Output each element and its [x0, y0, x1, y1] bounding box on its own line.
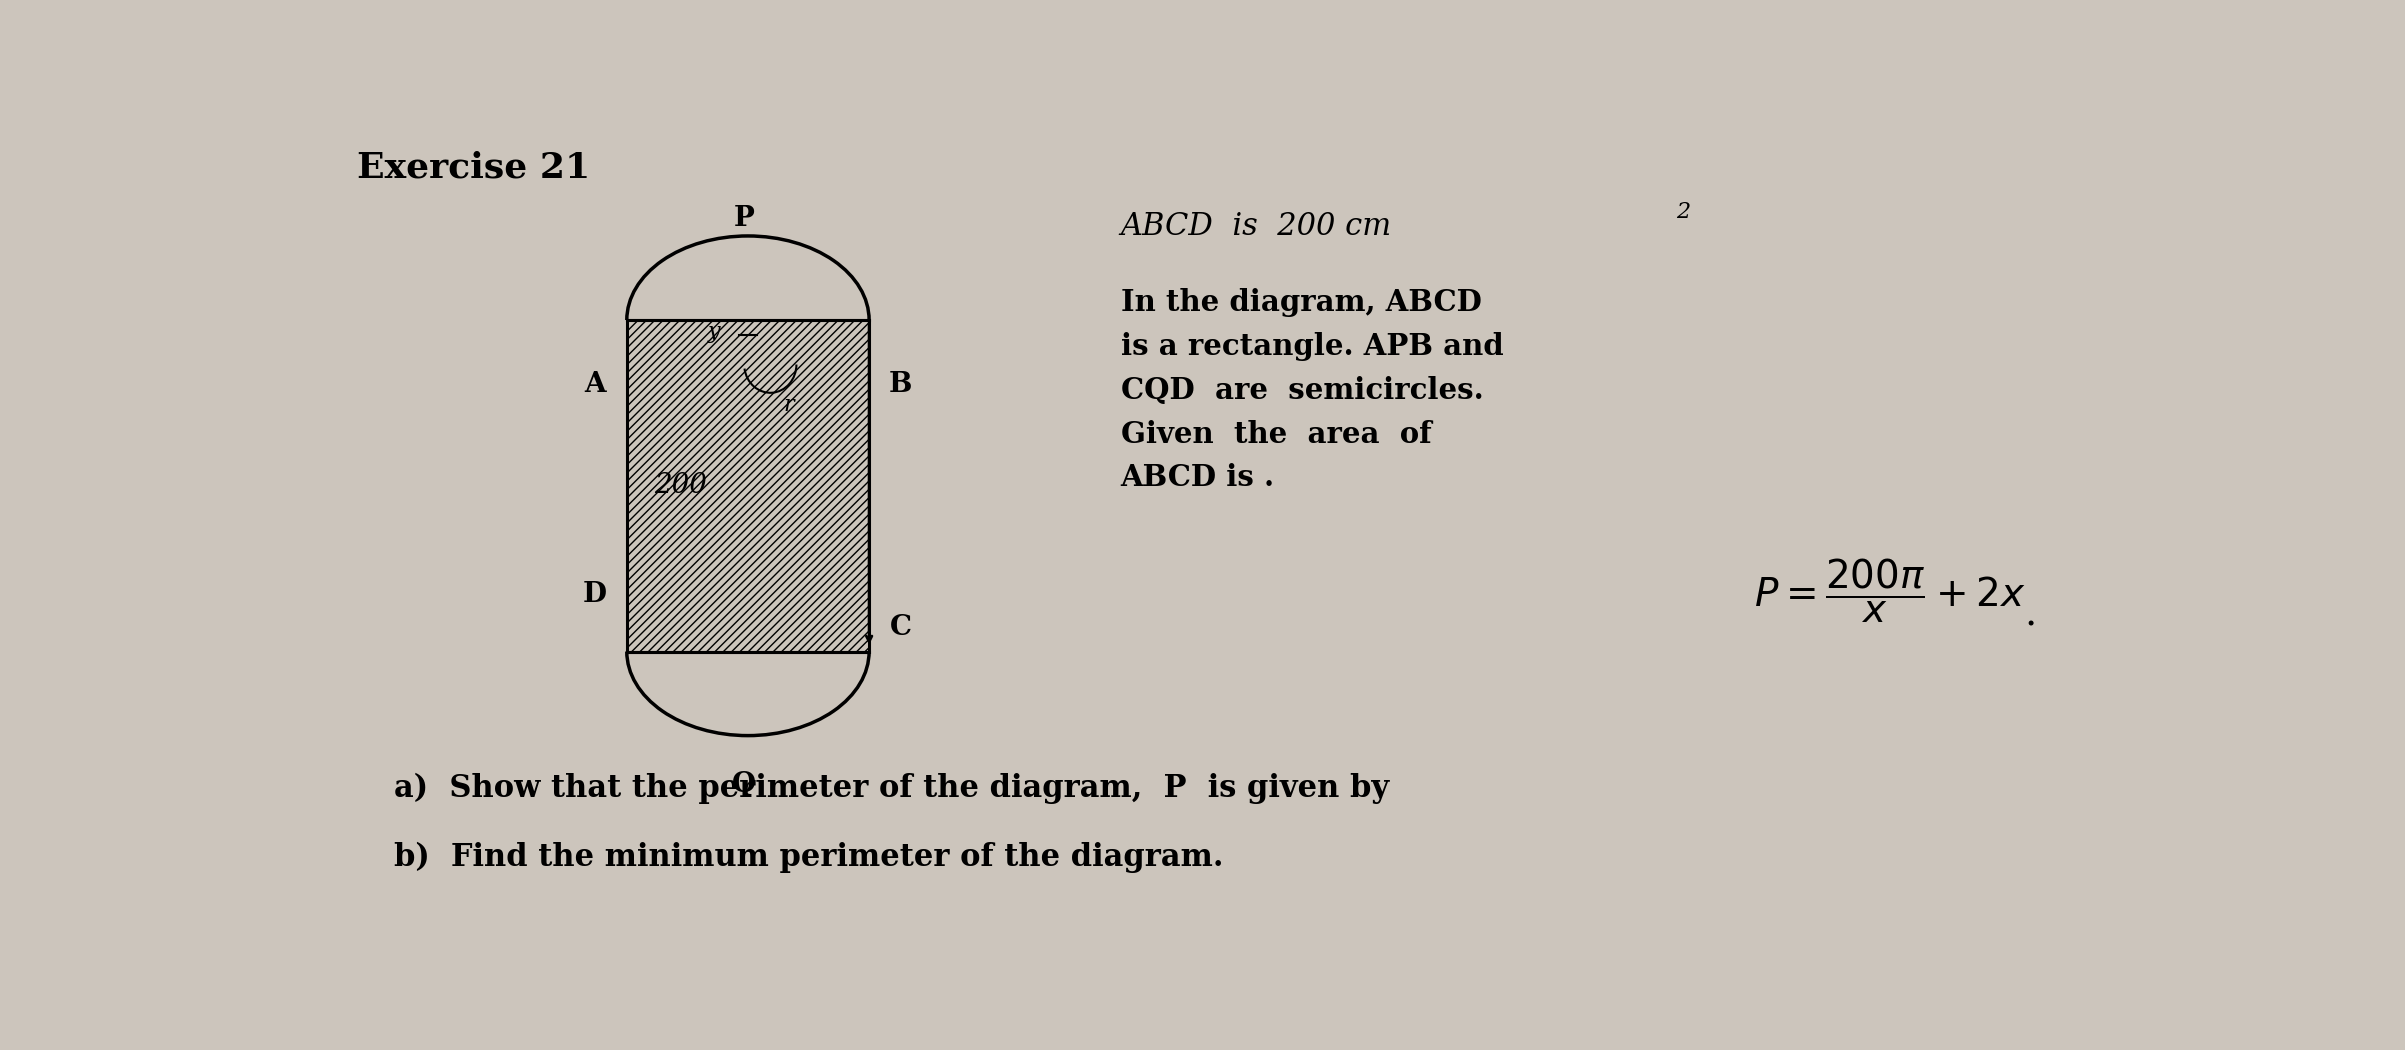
- Text: b)  Find the minimum perimeter of the diagram.: b) Find the minimum perimeter of the dia…: [394, 841, 1224, 873]
- Text: .: .: [2025, 596, 2037, 633]
- Text: $P = \dfrac{200\pi}{x} + 2x$: $P = \dfrac{200\pi}{x} + 2x$: [1756, 556, 2025, 625]
- Text: Exercise 21: Exercise 21: [356, 150, 589, 184]
- Text: A: A: [584, 372, 606, 398]
- Text: 200: 200: [654, 472, 707, 500]
- Text: P: P: [734, 206, 755, 232]
- Text: B: B: [890, 372, 911, 398]
- Text: ABCD  is  200 cm: ABCD is 200 cm: [1121, 211, 1392, 242]
- Text: y: y: [707, 321, 722, 343]
- Text: Q: Q: [731, 772, 755, 798]
- Text: C: C: [890, 614, 911, 640]
- Text: D: D: [582, 582, 606, 608]
- Text: r: r: [784, 394, 794, 416]
- Text: 2: 2: [1676, 202, 1691, 224]
- Text: In the diagram, ABCD
is a rectangle. APB and
CQD  are  semicircles.
Given  the  : In the diagram, ABCD is a rectangle. APB…: [1121, 288, 1503, 492]
- Text: a)  Show that the perimeter of the diagram,  P  is given by: a) Show that the perimeter of the diagra…: [394, 773, 1390, 804]
- Bar: [628, 320, 868, 651]
